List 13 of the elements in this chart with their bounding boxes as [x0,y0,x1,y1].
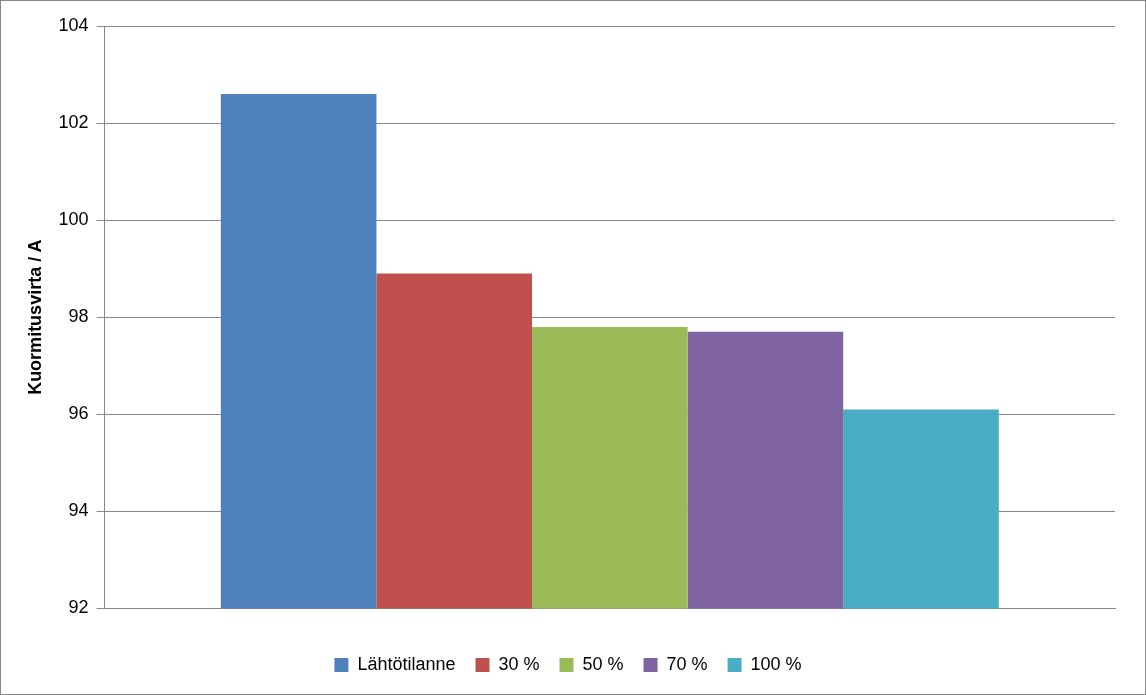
legend-label: 50 % [582,653,624,674]
y-tick-label: 104 [58,14,89,35]
y-tick-label: 98 [68,306,89,327]
y-tick-label: 96 [68,403,89,424]
y-axis-title: Kuormitusvirta / A [24,239,45,395]
legend-label: Lähtötilanne [357,653,456,674]
legend-label: 30 % [498,653,540,674]
legend-label: 70 % [666,653,708,674]
y-tick-label: 92 [68,597,89,618]
legend-label: 100 % [750,653,802,674]
y-tick-label: 102 [58,112,89,133]
y-tick-label: 100 [58,209,89,230]
y-tick-label: 94 [68,500,89,521]
